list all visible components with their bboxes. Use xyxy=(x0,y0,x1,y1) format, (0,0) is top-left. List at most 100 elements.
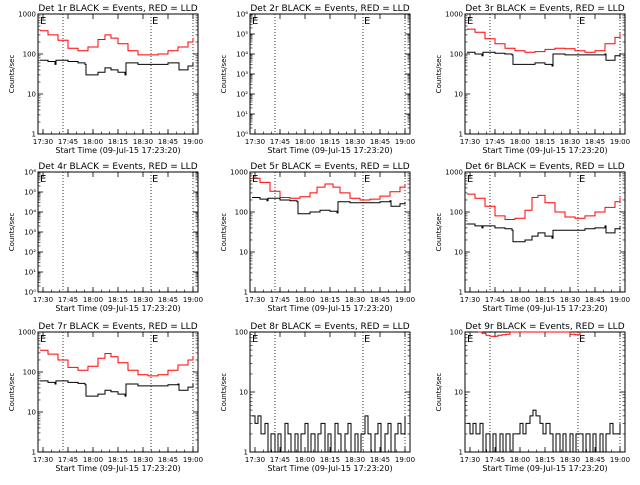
x-tick-label: 18:45 xyxy=(370,138,390,146)
chart-panel-6: Det 6r BLACK = Events, RED = LLD 1 10 100 10… xyxy=(435,162,630,313)
x-tick-label: 18:15 xyxy=(320,456,340,464)
y-tick-label: 100 xyxy=(235,329,248,337)
y-axis-label: Counts/sec xyxy=(220,55,228,94)
x-tick-label: 18:45 xyxy=(585,296,605,304)
event-marker-label: E xyxy=(467,16,473,27)
y-tick-label: 10⁶ xyxy=(236,11,248,19)
event-marker-label: E xyxy=(40,334,46,345)
x-tick-label: 17:45 xyxy=(58,456,78,464)
y-axis-label: Counts/sec xyxy=(435,55,443,94)
y-axis-label: Counts/sec xyxy=(435,373,443,412)
y-tick-label: 10 xyxy=(454,91,463,99)
x-tick-label: 18:30 xyxy=(560,456,580,464)
y-tick-label: 10 xyxy=(239,389,248,397)
y-tick-label: 10³ xyxy=(24,229,36,237)
plot-frame xyxy=(464,171,626,293)
x-axis-label: Start Time (09-Jul-15 17:23:20) xyxy=(482,304,607,313)
x-tick-label: 17:30 xyxy=(33,138,53,146)
x-tick-label: 19:00 xyxy=(610,296,630,304)
y-tick-label: 1000 xyxy=(18,11,36,19)
x-tick-label: 17:45 xyxy=(58,138,78,146)
chart-panel-9: Det 9r BLACK = Events, RED = LLD 1 10 100 17… xyxy=(435,322,630,473)
event-marker-label: E xyxy=(152,174,158,185)
chart-title: Det 2r BLACK = Events, RED = LLD xyxy=(250,4,409,14)
y-tick-label: 100 xyxy=(450,51,463,59)
x-tick-label: 18:15 xyxy=(535,296,555,304)
x-tick-label: 18:00 xyxy=(295,456,315,464)
y-tick-label: 1 xyxy=(32,131,36,139)
x-axis-label: Start Time (09-Jul-15 17:23:20) xyxy=(482,146,607,155)
x-tick-label: 17:30 xyxy=(460,296,480,304)
series-line-events xyxy=(252,415,406,453)
y-tick-label: 1 xyxy=(244,289,248,297)
event-marker-label: E xyxy=(579,174,585,185)
x-tick-label: 18:45 xyxy=(370,456,390,464)
x-axis-label: Start Time (09-Jul-15 17:23:20) xyxy=(55,464,180,473)
chart-title: Det 6r BLACK = Events, RED = LLD xyxy=(465,162,624,172)
y-axis-label: Counts/sec xyxy=(220,213,228,252)
chart-panel-2: Det 2r BLACK = Events, RED = LLD 10⁰ 10¹ 10… xyxy=(220,4,415,155)
event-marker-label: E xyxy=(467,334,473,345)
x-tick-label: 18:30 xyxy=(345,456,365,464)
y-tick-label: 1000 xyxy=(230,169,248,177)
x-tick-label: 18:30 xyxy=(560,138,580,146)
chart-panel-7: Det 7r BLACK = Events, RED = LLD 1 10 100 10… xyxy=(8,322,203,473)
y-axis-label: Counts/sec xyxy=(8,55,16,94)
plot-frame xyxy=(464,13,626,135)
chart-panel-1: Det 1r BLACK = Events, RED = LLD 1 10 100 10… xyxy=(8,4,203,155)
series-line-events xyxy=(40,380,194,397)
event-marker-label: E xyxy=(252,16,258,27)
y-tick-label: 100 xyxy=(23,369,36,377)
event-marker-label: E xyxy=(252,334,258,345)
event-marker-label: E xyxy=(40,174,46,185)
y-tick-label: 10⁵ xyxy=(236,31,248,39)
series-line-lld xyxy=(40,30,194,56)
event-marker-label: E xyxy=(152,16,158,27)
chart-title: Det 5r BLACK = Events, RED = LLD xyxy=(250,162,409,172)
event-marker-label: E xyxy=(40,16,46,27)
y-tick-label: 10⁴ xyxy=(24,209,36,217)
x-axis-label: Start Time (09-Jul-15 17:23:20) xyxy=(267,464,392,473)
y-tick-label: 10⁰ xyxy=(24,289,36,297)
event-marker-label: E xyxy=(152,334,158,345)
x-tick-label: 18:15 xyxy=(108,296,128,304)
x-tick-label: 18:30 xyxy=(133,456,153,464)
event-marker-label: E xyxy=(364,334,370,345)
x-tick-label: 18:30 xyxy=(345,138,365,146)
y-tick-label: 10 xyxy=(454,249,463,257)
x-tick-label: 18:00 xyxy=(510,138,530,146)
x-tick-label: 19:00 xyxy=(395,296,415,304)
series-line-lld xyxy=(252,177,406,201)
x-tick-label: 18:45 xyxy=(585,138,605,146)
x-tick-label: 18:45 xyxy=(370,296,390,304)
event-marker-label: E xyxy=(252,174,258,185)
x-tick-label: 18:15 xyxy=(320,138,340,146)
y-tick-label: 10⁶ xyxy=(24,169,36,177)
x-tick-label: 19:00 xyxy=(395,138,415,146)
x-tick-label: 18:15 xyxy=(108,456,128,464)
event-marker-label: E xyxy=(364,174,370,185)
x-tick-label: 17:45 xyxy=(485,456,505,464)
chart-panel-5: Det 5r BLACK = Events, RED = LLD 1 10 100 10… xyxy=(220,162,415,313)
x-tick-label: 17:30 xyxy=(460,138,480,146)
plot-frame xyxy=(37,171,199,293)
series-line-events xyxy=(467,51,621,67)
y-tick-label: 1 xyxy=(459,449,463,457)
series-line-lld xyxy=(478,331,581,337)
y-tick-label: 100 xyxy=(450,329,463,337)
y-tick-label: 10³ xyxy=(236,71,248,79)
x-tick-label: 18:30 xyxy=(133,138,153,146)
x-tick-label: 18:30 xyxy=(133,296,153,304)
y-axis-label: Counts/sec xyxy=(8,373,16,412)
y-tick-label: 100 xyxy=(235,209,248,217)
x-tick-label: 17:45 xyxy=(270,138,290,146)
x-tick-label: 18:45 xyxy=(158,456,178,464)
plot-frame xyxy=(249,171,411,293)
y-tick-label: 10 xyxy=(239,249,248,257)
y-tick-label: 1 xyxy=(459,289,463,297)
x-tick-label: 18:00 xyxy=(510,296,530,304)
x-tick-label: 17:30 xyxy=(245,296,265,304)
series-line-lld xyxy=(467,193,621,220)
series-line-lld xyxy=(40,349,194,377)
